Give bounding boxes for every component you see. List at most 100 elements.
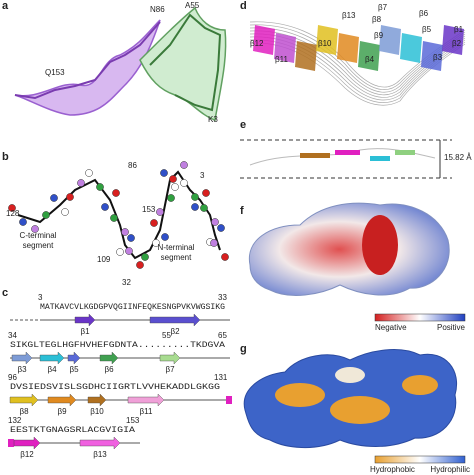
hydrophobic-patch: [330, 396, 390, 424]
panel-f: f Negative Positive: [240, 202, 466, 332]
purple-chain: [14, 21, 161, 100]
residue-number: 65: [218, 331, 227, 340]
strand: [421, 41, 443, 71]
strand-label: β9: [374, 31, 384, 40]
residue-number: 55: [162, 331, 171, 340]
residue: [152, 239, 160, 247]
strand-label: β2: [170, 327, 180, 336]
residue: [180, 179, 188, 187]
helix: [8, 439, 14, 447]
residue: [125, 247, 133, 255]
residue-number: 153: [126, 416, 140, 425]
strand-arrow: [9, 393, 39, 407]
strand-label: β6: [104, 365, 114, 374]
residue: [210, 239, 218, 247]
residue-number: 3: [200, 171, 205, 180]
residue-number: 32: [122, 278, 131, 287]
strand-label: β7: [165, 365, 175, 374]
residue: [127, 234, 135, 242]
panel-g: g Hydrophobic Hydrophilic: [240, 343, 470, 474]
residue-label: Q153: [45, 68, 65, 77]
legend-label: Positive: [437, 323, 466, 332]
green-chain: [149, 13, 222, 112]
residue: [61, 208, 69, 216]
strand-label: β8: [372, 15, 382, 24]
strand: [335, 150, 360, 155]
segment-label: N-terminal: [158, 243, 195, 252]
residue: [101, 203, 109, 211]
strand-label: β5: [69, 365, 79, 374]
strand-label: β4: [365, 55, 375, 64]
surface: [248, 202, 450, 296]
residue-number: 34: [8, 331, 17, 340]
residue: [96, 183, 104, 191]
residue: [160, 169, 168, 177]
residue: [66, 193, 74, 201]
residue-number: 33: [218, 293, 227, 302]
strand: [400, 33, 422, 63]
color-bar: [374, 313, 466, 322]
residue: [150, 219, 158, 227]
residue-label: N86: [150, 5, 165, 14]
residue: [50, 194, 58, 202]
residue-number: 3: [38, 293, 43, 302]
hydrophobic-patch: [275, 383, 325, 407]
strand-arrow: [39, 351, 65, 365]
strand-label: β3: [17, 365, 27, 374]
residue: [156, 208, 164, 216]
strand-arrow: [87, 393, 107, 407]
residue: [136, 261, 144, 269]
strand-arrow: [13, 436, 41, 450]
strand-label: β8: [19, 407, 29, 416]
strand: [358, 41, 380, 71]
legend-label: Negative: [375, 323, 407, 332]
residue: [116, 248, 124, 256]
residue: [169, 175, 177, 183]
residue: [141, 253, 149, 261]
strand-arrow: [159, 351, 181, 365]
residue: [200, 204, 208, 212]
sequence: MATKAVCVLKGDGPVQGIINFEQKESNGPVKVWGSIKG: [40, 303, 225, 312]
strand: [370, 156, 390, 161]
panel-label: c: [2, 287, 8, 299]
strand-label: β13: [93, 450, 107, 459]
residue-label: A55: [185, 1, 200, 10]
strand-label: β3: [433, 53, 443, 62]
strand-arrow: [47, 393, 77, 407]
sequence: EESTKTGNAGSRLACGVIGIA: [10, 426, 135, 435]
purple-density: [14, 19, 161, 116]
panel-label: g: [240, 343, 247, 355]
residue: [191, 193, 199, 201]
backbone: [17, 170, 221, 260]
panel-label: a: [2, 0, 9, 12]
color-bar: [374, 455, 466, 464]
segment-label: segment: [161, 253, 192, 262]
strand-arrow: [79, 436, 121, 450]
residue: [42, 211, 50, 219]
residue: [211, 218, 219, 226]
strand: [253, 25, 275, 55]
strand-label: β13: [342, 11, 356, 20]
strand-label: β12: [250, 39, 264, 48]
residue: [77, 179, 85, 187]
strand: [337, 33, 359, 63]
residue: [112, 189, 120, 197]
panel-label: f: [240, 205, 244, 217]
neutral-patch: [335, 367, 365, 383]
helix: [226, 396, 232, 404]
strand: [295, 41, 317, 71]
sequence: DVSIEDSVISLSGDHCIIGRTLVVHEKADDLGKGG: [10, 383, 220, 392]
residue: [202, 189, 210, 197]
strand-label: β2: [452, 39, 462, 48]
strand-label: β11: [140, 407, 153, 416]
residue: [85, 169, 93, 177]
strand-label: β1: [454, 25, 464, 34]
residue-label: K3: [208, 115, 218, 124]
strand-label: β9: [57, 407, 67, 416]
strand-label: β1: [80, 327, 90, 336]
residue-number: 128: [6, 209, 20, 218]
panel-label: e: [240, 119, 246, 131]
strand-label: β4: [47, 365, 57, 374]
